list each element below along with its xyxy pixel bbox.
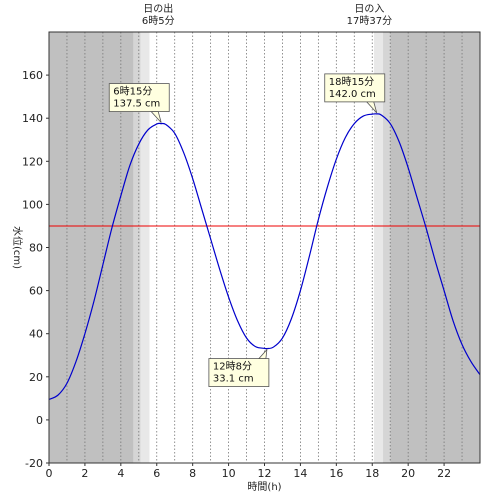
annotation-level: 142.0 cm <box>329 89 376 100</box>
x-tick-label: 14 <box>293 467 307 480</box>
series-line <box>48 113 481 400</box>
callout-box <box>324 73 386 103</box>
annotation-level: 137.5 cm <box>113 99 160 110</box>
x-tick-label: 8 <box>189 467 196 480</box>
y-tick-label: 0 <box>36 414 43 427</box>
callout-pointer <box>365 101 378 114</box>
shade-band-twilight_dark <box>133 32 141 463</box>
callout-box <box>208 358 270 387</box>
x-tick-label: 6 <box>153 467 160 480</box>
annotation-time: 18時15分 <box>329 76 374 88</box>
y-tick-label: 140 <box>22 112 43 125</box>
annotation-level: 33.1 cm <box>213 374 254 385</box>
x-tick-label: 0 <box>46 467 53 480</box>
sunrise-time: 6時5分 <box>142 15 175 27</box>
shade-band-twilight_light <box>374 32 384 463</box>
y-tick-label: 40 <box>29 328 43 341</box>
annotation-time: 6時15分 <box>113 86 152 98</box>
y-tick-label: 60 <box>29 285 43 298</box>
callout-pointer <box>150 111 162 123</box>
shade-band-night <box>390 32 480 463</box>
y-axis-ticks: -20 0 20 40 60 80 100 120 140 160 <box>22 69 49 470</box>
y-tick-label: 160 <box>22 69 43 82</box>
annotation-time: 12時8分 <box>213 361 252 373</box>
y-tick-label: 120 <box>22 155 43 168</box>
x-tick-label: 12 <box>258 467 272 480</box>
x-tick-label: 18 <box>365 467 379 480</box>
sunrise-label: 日の出 <box>143 2 173 15</box>
x-tick-label: 4 <box>117 467 124 480</box>
callout-box <box>108 83 170 112</box>
x-tick-label: 22 <box>437 467 451 480</box>
y-axis-label: 水位(cm) <box>11 226 24 269</box>
sunset-time: 17時37分 <box>347 15 392 27</box>
y-tick-label: 80 <box>29 242 43 255</box>
y-tick-label: 20 <box>29 371 43 384</box>
x-tick-label: 10 <box>222 467 236 480</box>
x-tick-label: 2 <box>81 467 88 480</box>
callout-pointer <box>257 348 268 359</box>
x-axis-ticks: 0 2 4 6 8 10 12 14 16 18 20 22 <box>46 463 451 480</box>
x-tick-label: 16 <box>329 467 343 480</box>
x-tick-label: 20 <box>401 467 415 480</box>
shade-band-twilight_light <box>140 32 150 463</box>
shade-band-twilight_dark <box>383 32 391 463</box>
sunset-label: 日の入 <box>354 4 384 15</box>
shade-band-day <box>149 32 375 463</box>
y-tick-label: -20 <box>25 457 43 470</box>
y-tick-label: 100 <box>22 198 43 211</box>
x-axis-label: 時間(h) <box>247 481 281 493</box>
